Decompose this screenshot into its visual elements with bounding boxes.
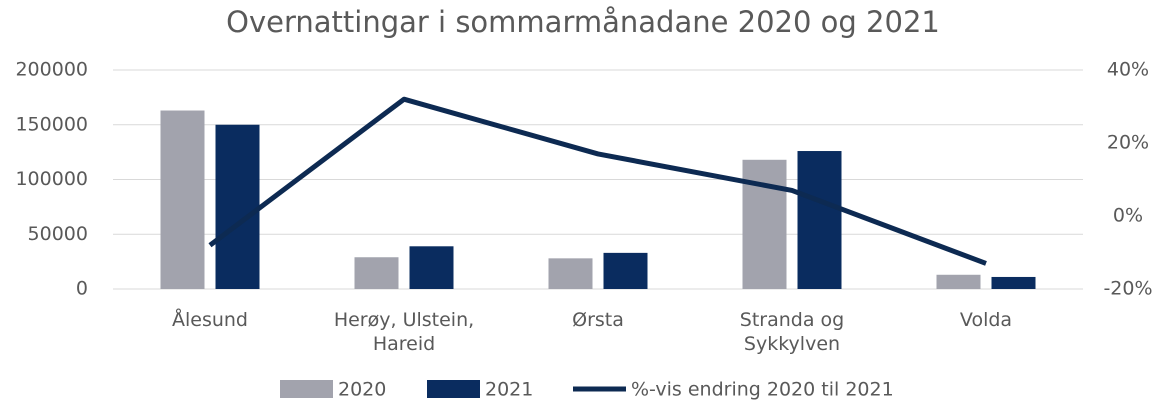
x-tick-label: Herøy, Ulstein, Hareid: [333, 309, 475, 355]
y-tick-label: 150000: [15, 113, 88, 135]
y-tick-label: 200000: [15, 59, 88, 81]
bar: [797, 151, 842, 289]
legend-swatch: [427, 380, 480, 398]
y-tick-label: 50000: [28, 223, 88, 245]
y-tick-label: 0: [76, 278, 88, 300]
bar: [354, 257, 399, 289]
bar: [215, 124, 260, 289]
bar: [409, 246, 454, 289]
x-tick-label: Ørsta: [572, 309, 624, 331]
bar: [548, 258, 593, 289]
bar: [991, 276, 1036, 289]
legend-label: %-vis endring 2020 til 2021: [631, 379, 894, 401]
bar: [742, 159, 787, 289]
bar: [160, 110, 205, 289]
y2-tick-label: 20%: [1107, 132, 1149, 154]
x-tick-label: Volda: [959, 309, 1013, 331]
bar: [603, 252, 648, 289]
y2-tick-label: 0%: [1113, 205, 1143, 227]
legend-label: 2021: [485, 379, 533, 401]
x-tick-label: Stranda og Sykkylven: [739, 309, 845, 355]
legend-label: 2020: [338, 379, 386, 401]
y-tick-label: 100000: [15, 168, 88, 190]
y2-tick-label: -20%: [1103, 278, 1152, 300]
legend-swatch: [280, 380, 333, 398]
y2-tick-label: 40%: [1107, 59, 1149, 81]
bar: [936, 274, 981, 289]
chart-title: Overnattingar i sommarmånadane 2020 og 2…: [226, 5, 940, 39]
x-tick-label: Ålesund: [171, 309, 248, 331]
line: [208, 96, 987, 266]
